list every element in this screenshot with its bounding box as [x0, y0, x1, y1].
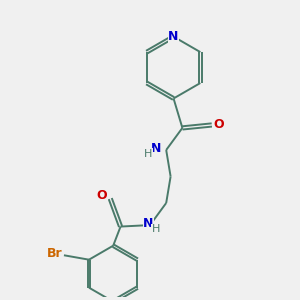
- Text: N: N: [143, 217, 154, 230]
- Text: O: O: [213, 118, 224, 131]
- Text: N: N: [168, 30, 179, 43]
- Text: Br: Br: [47, 247, 62, 260]
- Text: H: H: [144, 148, 152, 158]
- Text: O: O: [97, 188, 107, 202]
- Text: H: H: [152, 224, 160, 235]
- Text: N: N: [151, 142, 161, 155]
